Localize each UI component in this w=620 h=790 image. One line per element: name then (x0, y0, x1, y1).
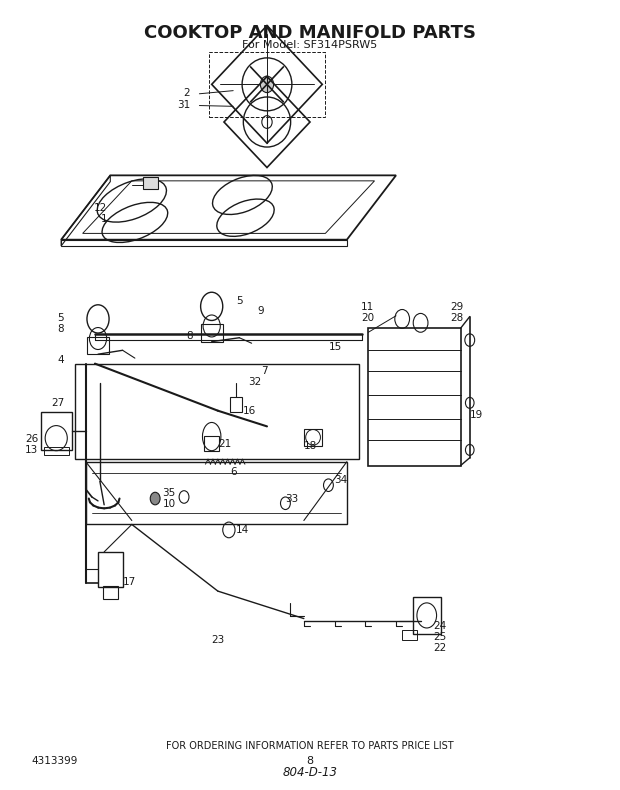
Text: For Model: SF314PSRW5: For Model: SF314PSRW5 (242, 40, 378, 50)
Text: FOR ORDERING INFORMATION REFER TO PARTS PRICE LIST: FOR ORDERING INFORMATION REFER TO PARTS … (166, 741, 454, 750)
Bar (201, 325, 223, 341)
Bar (413, 596, 441, 634)
Text: 15: 15 (329, 342, 342, 352)
Text: 8: 8 (187, 331, 193, 341)
Text: 27: 27 (51, 398, 64, 408)
Text: 25: 25 (433, 632, 446, 642)
Text: 2: 2 (184, 88, 190, 98)
Text: 32: 32 (249, 378, 262, 387)
Text: 26: 26 (25, 434, 38, 444)
Ellipse shape (150, 492, 160, 505)
Text: 14: 14 (236, 525, 249, 535)
Ellipse shape (260, 76, 273, 92)
Bar (205, 436, 219, 451)
Text: COOKTOP AND MANIFOLD PARTS: COOKTOP AND MANIFOLD PARTS (144, 24, 476, 42)
Text: 1: 1 (100, 214, 107, 224)
Text: 34: 34 (335, 475, 348, 485)
Text: 21: 21 (218, 438, 231, 449)
Text: 22: 22 (433, 643, 446, 653)
Bar (44, 447, 69, 454)
Text: 18: 18 (304, 441, 317, 451)
Text: 17: 17 (123, 577, 136, 587)
Bar (402, 630, 417, 640)
Text: 31: 31 (177, 100, 190, 110)
Text: 5: 5 (58, 313, 64, 323)
Text: 9: 9 (258, 306, 264, 316)
Text: 11: 11 (361, 302, 374, 312)
Text: 6: 6 (230, 467, 237, 477)
Text: 4: 4 (58, 355, 64, 365)
Text: 24: 24 (433, 622, 446, 631)
Bar (304, 429, 322, 446)
Text: 5: 5 (236, 296, 242, 306)
Bar (103, 586, 118, 599)
Text: 23: 23 (211, 634, 225, 645)
Text: 33: 33 (285, 494, 299, 503)
Text: 13: 13 (25, 445, 38, 455)
Text: 19: 19 (470, 410, 483, 420)
Text: 804-D-13: 804-D-13 (283, 766, 337, 779)
Text: 12: 12 (94, 203, 107, 213)
Text: 29: 29 (450, 302, 463, 312)
Text: 16: 16 (242, 406, 255, 416)
Bar (87, 337, 109, 354)
Bar (143, 177, 158, 189)
Text: 8: 8 (58, 324, 64, 334)
Text: 35: 35 (162, 488, 176, 498)
Text: 7: 7 (261, 367, 267, 377)
Text: 28: 28 (450, 313, 463, 323)
Text: 10: 10 (162, 499, 175, 509)
Bar (98, 552, 123, 587)
Text: 8: 8 (306, 756, 314, 766)
Bar (41, 412, 71, 450)
Text: 4313399: 4313399 (32, 756, 78, 766)
Text: 20: 20 (361, 313, 374, 323)
